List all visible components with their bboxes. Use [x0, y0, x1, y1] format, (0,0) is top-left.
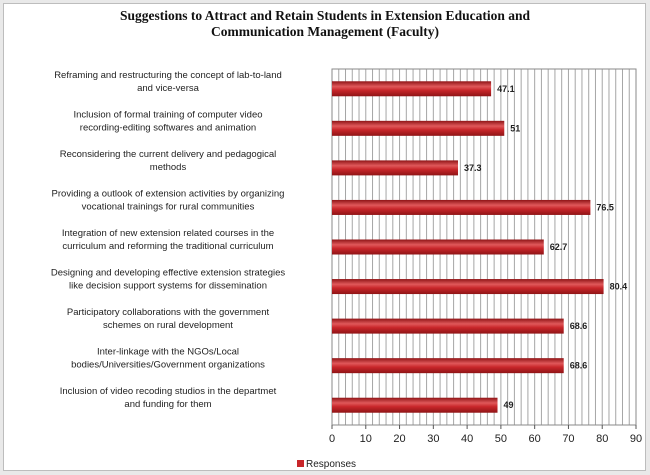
- category-label-line: Inter-linkage with the NGOs/Local: [97, 347, 239, 358]
- category-label-line: Integration of new extension related cou…: [62, 228, 274, 239]
- bar: [332, 318, 564, 334]
- bar: [332, 239, 544, 255]
- x-tick-label: 60: [529, 433, 541, 445]
- x-tick-label: 70: [562, 433, 574, 445]
- category-label: Inclusion of video recoding studios in t…: [60, 386, 277, 410]
- category-label-line: schemes on rural development: [103, 320, 233, 331]
- bar: [332, 279, 604, 295]
- category-label: Inclusion of formal training of computer…: [73, 109, 262, 133]
- category-label: Providing a outlook of extension activit…: [52, 188, 285, 212]
- bar-value-label: 47.1: [497, 84, 515, 94]
- bar-value-label: 49: [504, 400, 514, 410]
- chart-title: Suggestions to Attract and Retain Studen…: [120, 8, 530, 39]
- category-label-line: and funding for them: [124, 399, 211, 410]
- legend-label: Responses: [306, 459, 356, 470]
- category-label-line: Participatory collaborations with the go…: [67, 307, 270, 318]
- category-label-line: Inclusion of video recoding studios in t…: [60, 386, 277, 397]
- x-tick-label: 90: [630, 433, 642, 445]
- category-label-line: methods: [150, 162, 187, 173]
- category-label-line: bodies/Universities/Government organizat…: [71, 360, 265, 371]
- bar: [332, 397, 498, 413]
- legend-swatch: [297, 460, 304, 467]
- bar: [332, 160, 458, 176]
- x-tick-label: 30: [427, 433, 439, 445]
- bar: [332, 358, 564, 374]
- bar: [332, 199, 591, 215]
- x-tick-label: 40: [461, 433, 473, 445]
- chart-frame: [3, 3, 646, 471]
- bar: [332, 81, 492, 97]
- category-label: Inter-linkage with the NGOs/Local bodies/…: [71, 347, 265, 371]
- category-label-line: recording-editing softwares and animatio…: [80, 122, 256, 133]
- bar-value-label: 80.4: [610, 282, 628, 292]
- bar-value-label: 37.3: [464, 163, 482, 173]
- bar: [332, 120, 505, 136]
- category-label-line: vocational trainings for rural communiti…: [82, 201, 255, 212]
- x-tick-label: 80: [596, 433, 608, 445]
- bar-value-label: 68.6: [570, 321, 588, 331]
- x-tick-label: 20: [393, 433, 405, 445]
- x-tick-label: 0: [329, 433, 335, 445]
- bar-value-label: 51: [510, 123, 520, 133]
- bar-value-label: 62.7: [550, 242, 568, 252]
- category-label: Integration of new extension related cou…: [62, 228, 274, 252]
- category-label-line: Reframing and restructuring the concept …: [54, 70, 282, 81]
- bar-value-label: 76.5: [596, 202, 614, 212]
- x-tick-label: 10: [360, 433, 372, 445]
- x-tick-label: 50: [495, 433, 507, 445]
- category-label: Reframing and restructuring the concept …: [54, 70, 282, 94]
- category-label: Reconsidering the current delivery and p…: [60, 149, 277, 173]
- category-label-line: Providing a outlook of extension activit…: [52, 188, 285, 199]
- category-label-line: like decision support systems for dissem…: [69, 281, 267, 292]
- category-label-line: Reconsidering the current delivery and p…: [60, 149, 277, 160]
- category-label: Designing and developing effective exten…: [51, 268, 286, 292]
- category-label: Participatory collaborations with the go…: [67, 307, 270, 331]
- category-label-line: Inclusion of formal training of computer…: [73, 109, 262, 120]
- category-label-line: curriculum and reforming the traditional…: [62, 241, 273, 252]
- bar-value-label: 68.6: [570, 361, 588, 371]
- category-label-line: and vice-versa: [137, 83, 199, 94]
- category-label-line: Designing and developing effective exten…: [51, 268, 286, 279]
